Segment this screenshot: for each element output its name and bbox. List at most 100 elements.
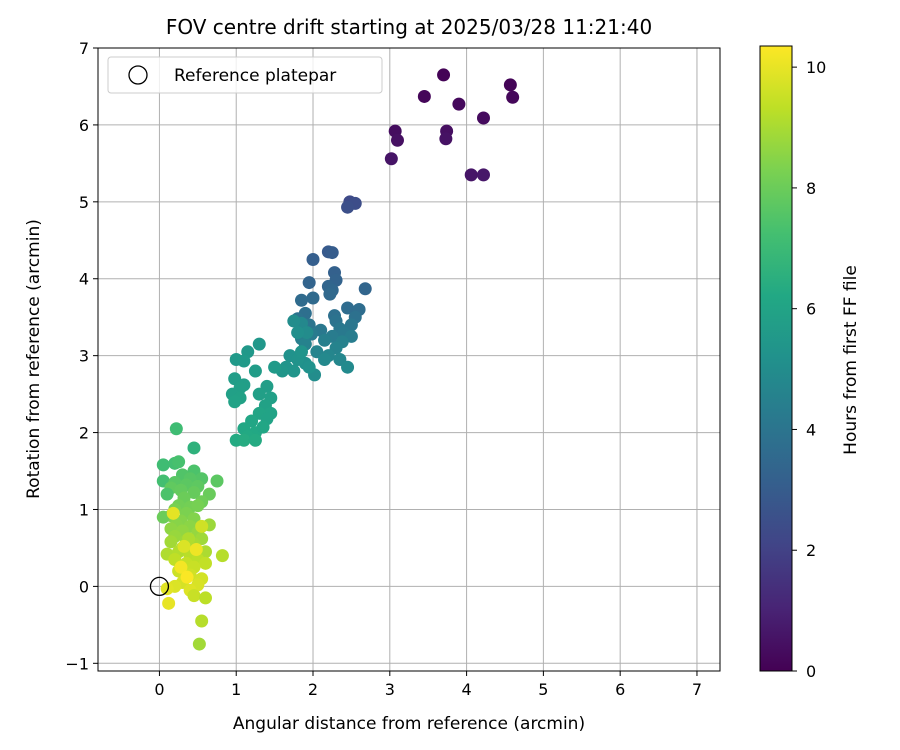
data-point <box>390 133 404 147</box>
legend-box <box>107 56 383 94</box>
data-point <box>294 345 308 359</box>
data-point <box>318 333 332 347</box>
data-point <box>341 360 355 374</box>
data-point <box>464 168 478 182</box>
data-point <box>302 360 316 374</box>
data-point <box>228 395 242 409</box>
data-point <box>172 455 186 469</box>
data-point <box>180 570 194 584</box>
data-point <box>437 68 451 82</box>
data-point <box>302 276 316 290</box>
data-point <box>160 487 174 501</box>
data-point <box>237 354 251 368</box>
x-tick-label: 4 <box>461 680 471 699</box>
data-point <box>252 387 266 401</box>
colorbar-tick-label: 6 <box>806 300 816 319</box>
y-tick-label: 7 <box>79 39 89 58</box>
legend: Reference platepar <box>107 56 383 94</box>
x-tick-label: 2 <box>308 680 318 699</box>
plot-frame <box>97 47 721 672</box>
data-point <box>177 539 191 553</box>
y-tick-label: 5 <box>79 193 89 212</box>
data-point <box>476 168 490 182</box>
data-point <box>192 637 206 651</box>
data-point <box>256 420 270 434</box>
data-point <box>268 360 282 374</box>
data-point <box>160 582 174 596</box>
data-point <box>306 291 320 305</box>
x-axis-label: Angular distance from reference (arcmin) <box>233 714 585 734</box>
data-point <box>248 364 262 378</box>
data-point <box>417 89 431 103</box>
colorbar-tick-label: 8 <box>806 179 816 198</box>
data-point <box>306 253 320 267</box>
x-tick-label: 5 <box>538 680 548 699</box>
x-tick-label: 0 <box>154 680 164 699</box>
data-point <box>476 111 490 125</box>
legend-entry-label: Reference platepar <box>174 66 336 86</box>
reference-platepar-point <box>149 576 170 597</box>
data-point <box>199 591 213 605</box>
data-point <box>323 287 337 301</box>
data-point <box>215 549 229 563</box>
colorbar-label: Hours from first FF file <box>841 265 861 455</box>
data-point <box>452 97 466 111</box>
data-point <box>210 474 224 488</box>
data-point <box>187 486 201 500</box>
data-point <box>164 535 178 549</box>
data-point <box>291 326 305 340</box>
data-point <box>325 246 339 260</box>
x-tick-label: 7 <box>692 680 702 699</box>
data-point <box>156 510 170 524</box>
y-tick-label: 6 <box>79 116 89 135</box>
data-point <box>195 519 209 533</box>
colorbar: 0 2 4 6 8 10 Hours from first FF file <box>759 45 861 681</box>
y-tick-label: −1 <box>65 654 89 673</box>
data-point <box>169 422 183 436</box>
x-tick-label: 3 <box>385 680 395 699</box>
data-point <box>341 301 355 315</box>
colorbar-tick-label: 4 <box>806 420 816 439</box>
data-point <box>199 556 213 570</box>
data-point <box>341 200 355 214</box>
colorbar-gradient <box>759 45 793 672</box>
data-point <box>252 337 266 351</box>
x-tick-label: 1 <box>231 680 241 699</box>
data-point <box>162 596 176 610</box>
data-point <box>287 314 301 328</box>
data-point <box>166 506 180 520</box>
x-axis-ticks: 0 1 2 3 4 5 6 7 <box>154 671 702 699</box>
data-point <box>300 326 314 340</box>
data-point <box>237 433 251 447</box>
y-axis-ticks: −1 0 1 2 3 4 5 6 7 <box>65 39 98 673</box>
y-tick-label: 0 <box>79 577 89 596</box>
chart-title: FOV centre drift starting at 2025/03/28 … <box>166 15 652 39</box>
y-tick-label: 3 <box>79 347 89 366</box>
data-point <box>156 458 170 472</box>
legend-marker-open-circle <box>128 65 148 85</box>
colorbar-tick-label: 0 <box>806 662 816 681</box>
data-point <box>506 90 520 104</box>
data-point <box>174 560 188 574</box>
data-point <box>439 132 453 146</box>
data-point <box>318 353 332 366</box>
data-point <box>294 293 308 307</box>
data-point <box>187 441 201 455</box>
colorbar-tick-label: 10 <box>806 58 826 77</box>
colorbar-tick-label: 2 <box>806 541 816 560</box>
reference-marker <box>149 576 170 597</box>
data-point <box>503 78 517 92</box>
data-point <box>384 152 398 166</box>
data-point <box>189 542 203 556</box>
data-point <box>358 282 372 296</box>
data-point <box>191 499 205 513</box>
y-axis-label: Rotation from reference (arcmin) <box>24 219 44 499</box>
data-point <box>248 433 262 447</box>
data-point <box>195 614 209 628</box>
data-points <box>156 68 520 651</box>
y-tick-label: 2 <box>79 424 89 443</box>
colorbar-ticks: 0 2 4 6 8 10 <box>792 58 826 681</box>
x-tick-label: 6 <box>615 680 625 699</box>
data-point <box>187 589 201 603</box>
